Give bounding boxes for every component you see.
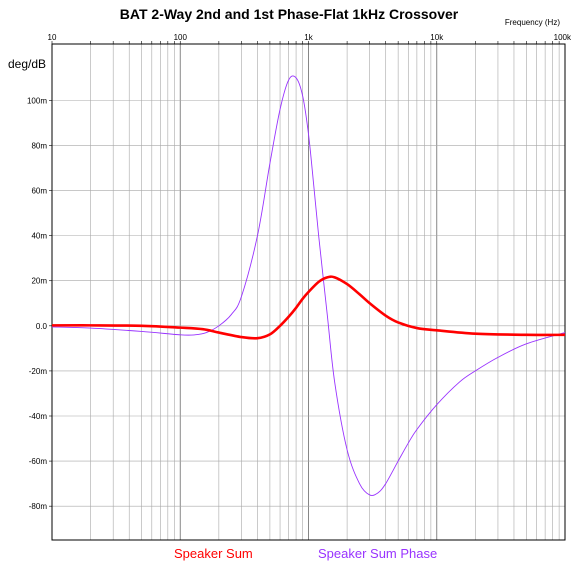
plot-border [51, 43, 566, 541]
x-tick-label: 100k [554, 33, 572, 42]
series-line-speaker-sum [51, 275, 566, 340]
x-tick-label: 1k [304, 33, 313, 42]
y-tick-label: -20m [29, 367, 48, 376]
y-tick-label: -60m [29, 457, 48, 466]
y-tick-label: 40m [31, 232, 47, 241]
x-tick-label: 10 [48, 33, 57, 42]
legend-item-speaker-sum-phase: Speaker Sum Phase [318, 546, 438, 561]
y-tick-label: 20m [31, 277, 47, 286]
y-tick-label: -40m [29, 412, 48, 421]
y-tick-label: 0.0 [36, 322, 48, 331]
x-unit-label: Frequency (Hz) [504, 18, 560, 27]
x-tick-label: 100 [174, 33, 188, 42]
series-line-speaker-sum-phase [51, 75, 566, 496]
y-tick-label: 100m [27, 96, 47, 105]
legend-item-speaker-sum: Speaker Sum [174, 546, 253, 561]
y-tick-label: 60m [31, 187, 47, 196]
y-tick-label: -80m [29, 502, 48, 511]
y-unit-label: deg/dB [8, 57, 47, 71]
y-tick-label: 80m [31, 141, 47, 150]
x-tick-label: 10k [430, 33, 444, 42]
chart-title: BAT 2-Way 2nd and 1st Phase-Flat 1kHz Cr… [119, 6, 459, 22]
